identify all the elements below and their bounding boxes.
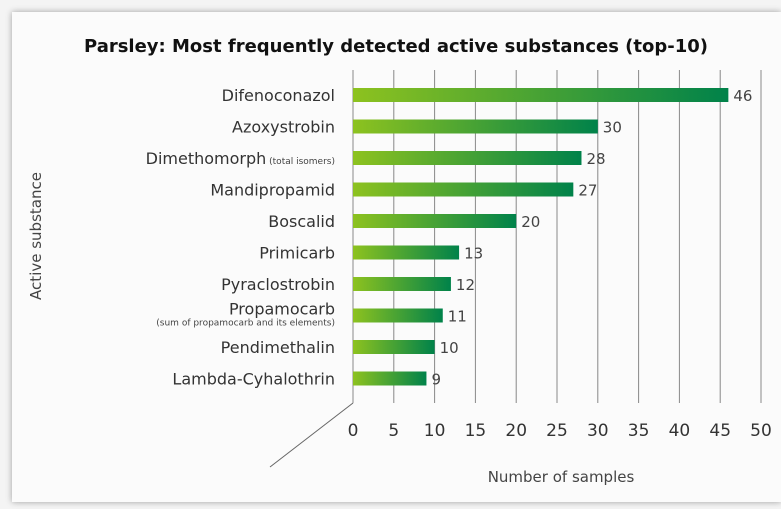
category-label: Dimethomorph (total isomers) xyxy=(146,149,335,168)
x-tick-label: 15 xyxy=(465,421,487,441)
bar xyxy=(353,119,598,134)
x-tick-label: 35 xyxy=(628,421,650,441)
value-label: 28 xyxy=(586,150,605,168)
bar xyxy=(353,182,574,197)
x-tick-label: 25 xyxy=(546,421,568,441)
x-tick-label: 20 xyxy=(505,421,527,441)
x-tick-label: 0 xyxy=(348,421,359,441)
y-axis-label: Active substance xyxy=(27,172,45,300)
category-note: (total isomers) xyxy=(266,157,335,167)
category-label: Pendimethalin xyxy=(221,338,335,357)
bar xyxy=(353,88,729,102)
category-label: Propamocarb xyxy=(229,300,335,319)
x-axis-label: Number of samples xyxy=(488,468,635,486)
value-label: 11 xyxy=(448,308,467,326)
category-label: Pyraclostrobin xyxy=(221,275,335,294)
value-label: 13 xyxy=(464,245,483,263)
bar xyxy=(353,308,443,323)
x-tick-label: 50 xyxy=(750,421,772,441)
category-label: Difenoconazol xyxy=(222,86,335,105)
x-tick-label: 45 xyxy=(709,421,731,441)
category-label: Lambda-Cyhalothrin xyxy=(172,370,335,389)
bar xyxy=(353,214,517,228)
x-tick-label: 30 xyxy=(587,421,609,441)
chart-title: Parsley: Most frequently detected active… xyxy=(84,36,708,57)
value-label: 9 xyxy=(431,371,441,389)
category-label: Azoxystrobin xyxy=(232,118,335,137)
bar-chart: Parsley: Most frequently detected active… xyxy=(27,36,772,486)
category-label: Mandipropamid xyxy=(210,181,335,200)
category-label: Primicarb xyxy=(259,244,335,263)
value-label: 46 xyxy=(733,87,752,105)
bar xyxy=(353,371,427,386)
chart-frame: Parsley: Most frequently detected active… xyxy=(12,12,781,502)
bar xyxy=(353,340,435,354)
bar xyxy=(353,151,582,165)
value-label: 20 xyxy=(521,213,540,231)
x-tick-label: 40 xyxy=(669,421,691,441)
value-label: 10 xyxy=(440,339,459,357)
value-label: 27 xyxy=(578,182,597,200)
value-label: 12 xyxy=(456,276,475,294)
category-label: Boscalid xyxy=(268,212,335,231)
bar xyxy=(353,245,460,260)
value-label: 30 xyxy=(603,119,622,137)
x-tick-label: 5 xyxy=(388,421,399,441)
bar xyxy=(353,277,451,291)
axis-floor-line xyxy=(269,402,354,468)
category-note: (sum of propamocarb and its elements) xyxy=(156,319,335,329)
x-tick-label: 10 xyxy=(424,421,446,441)
